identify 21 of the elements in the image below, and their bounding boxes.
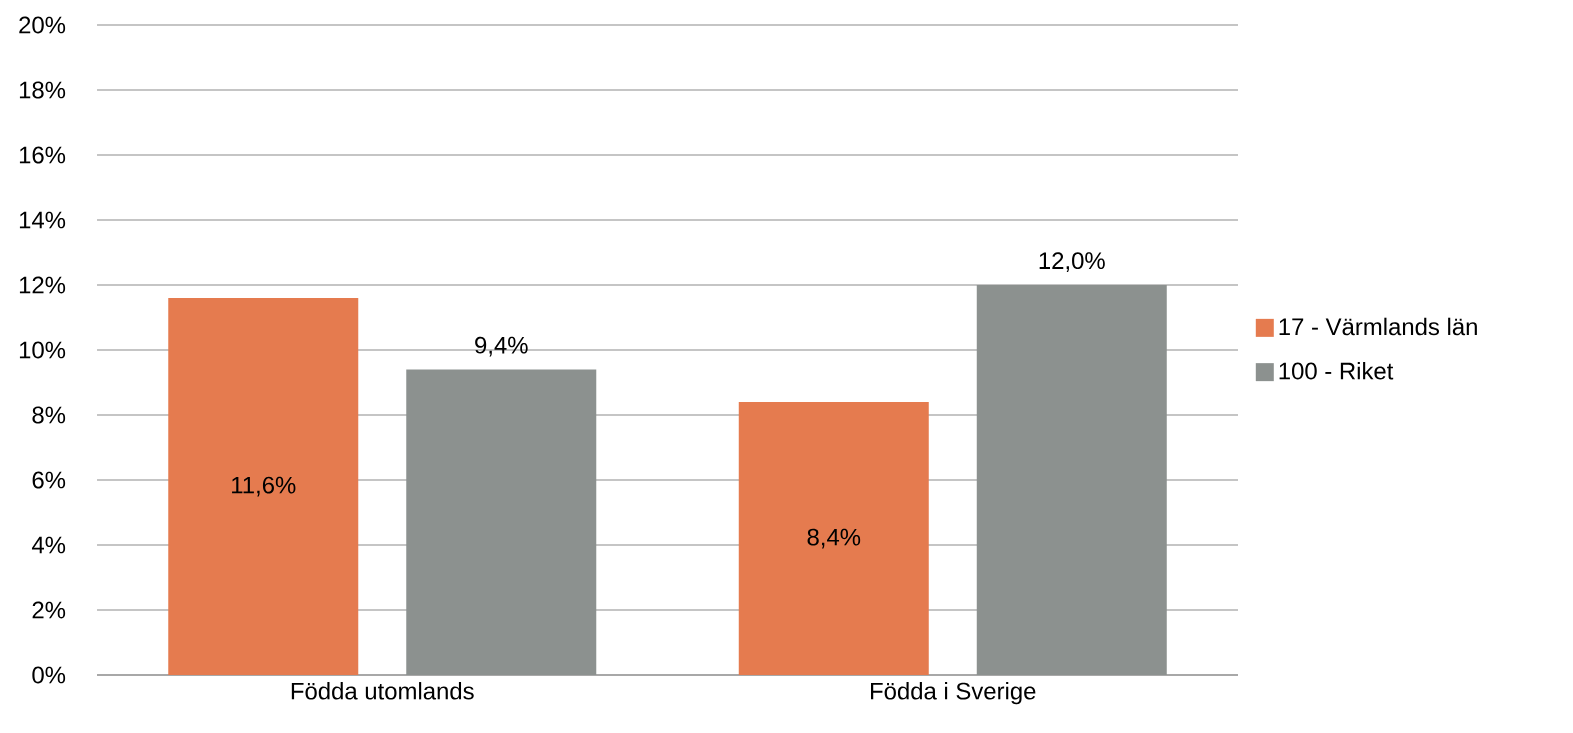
y-tick-label: 2% [32,601,66,619]
legend-label: 17 - Värmlands län [1279,317,1477,336]
data-label: 11,6% [232,476,296,497]
y-tick-label: 16% [19,146,66,164]
y-tick-label: 14% [19,211,66,229]
y-tick-label: 20% [19,16,66,34]
bar [738,402,929,675]
data-label: 12,0% [1039,252,1105,272]
legend-label: 100 - Riket [1279,362,1394,380]
y-tick-label: 8% [32,406,66,424]
y-tick-label: 18% [19,81,66,99]
bar [168,298,359,675]
x-tick-label: Födda i Sverige [871,682,1036,705]
y-tick-label: 10% [19,341,66,359]
x-tick-label: Födda utomlands [291,682,474,700]
y-tick-label: 0% [32,666,66,684]
y-tick-label: 12% [19,276,66,294]
y-tick-label: 6% [32,471,66,489]
y-tick-label: 4% [31,536,66,554]
data-label: 9,4% [475,336,528,357]
data-label: 8,4% [807,528,861,549]
